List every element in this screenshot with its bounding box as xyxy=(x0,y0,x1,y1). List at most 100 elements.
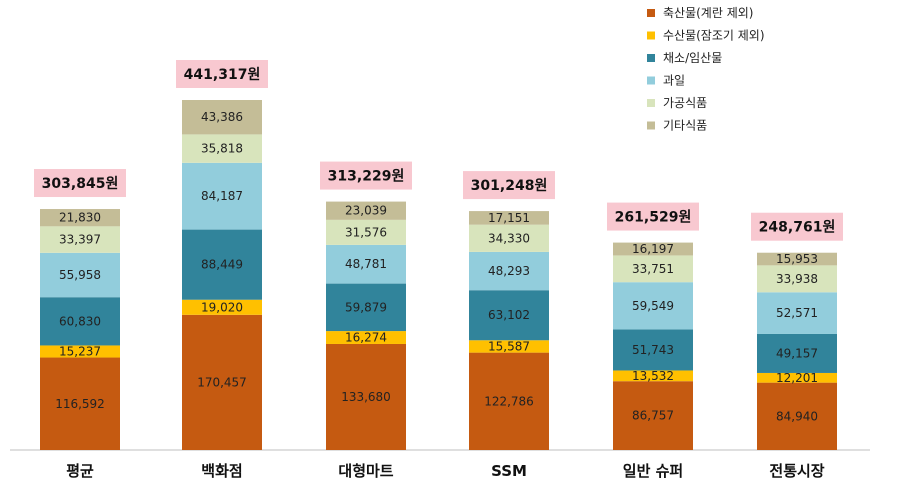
bar-segment-4-3 xyxy=(326,244,406,284)
value-label-6-5: 16,197 xyxy=(632,242,674,256)
value-label-3-2: 88,449 xyxy=(201,258,243,272)
legend-label-6: 기타식품 xyxy=(663,119,707,133)
bar-segment-2-3 xyxy=(326,331,406,344)
value-label-6-1: 21,830 xyxy=(59,211,101,225)
bar-segment-2-1 xyxy=(40,345,120,358)
value-label-4-4: 48,293 xyxy=(488,264,530,278)
total-label-6: 248,761원 xyxy=(759,220,836,236)
bar-segment-3-5 xyxy=(613,329,693,371)
legend-swatch-6 xyxy=(647,121,655,130)
bar-segment-2-2 xyxy=(182,299,262,315)
bar-segment-5-4 xyxy=(469,224,549,252)
bar-segment-5-5 xyxy=(613,255,693,283)
total-label-box-5 xyxy=(607,202,699,231)
bar-segment-2-5 xyxy=(613,370,693,382)
legend-label-4: 과일 xyxy=(663,74,685,88)
value-label-5-4: 34,330 xyxy=(488,231,530,245)
value-label-6-2: 43,386 xyxy=(201,110,243,124)
value-label-2-6: 12,201 xyxy=(776,371,818,385)
bar-segment-1-4 xyxy=(469,352,549,450)
legend-swatch-5 xyxy=(647,99,655,107)
bar-segment-1-2 xyxy=(182,314,262,450)
value-label-3-4: 63,102 xyxy=(488,308,530,322)
total-label-3: 313,229원 xyxy=(328,169,405,185)
value-label-1-3: 133,680 xyxy=(341,390,391,404)
bar-segment-2-6 xyxy=(757,372,837,383)
legend-swatch-3 xyxy=(647,54,655,62)
total-label-box-6 xyxy=(751,212,843,241)
bar-segment-6-6 xyxy=(757,252,837,266)
bar-segment-5-1 xyxy=(40,226,120,253)
bar-segment-6-5 xyxy=(613,242,693,256)
bar-segment-6-1 xyxy=(40,209,120,227)
total-label-box-2 xyxy=(176,60,268,88)
value-label-3-6: 49,157 xyxy=(776,346,818,360)
bar-segment-5-6 xyxy=(757,265,837,293)
legend-label-2: 수산물(잠조기 제외) xyxy=(663,29,765,43)
value-label-5-1: 33,397 xyxy=(59,233,101,247)
bar-segment-4-1 xyxy=(40,252,120,298)
value-label-6-3: 23,039 xyxy=(345,204,387,218)
value-label-1-4: 122,786 xyxy=(484,394,534,408)
bar-segment-1-5 xyxy=(613,381,693,450)
legend-swatch-1 xyxy=(647,9,655,17)
bar-segment-3-3 xyxy=(326,283,406,332)
category-label-3: 대형마트 xyxy=(338,462,393,480)
total-label-box-4 xyxy=(463,171,555,200)
category-label-1: 평균 xyxy=(66,462,94,480)
bar-segment-3-1 xyxy=(40,297,120,346)
bar-segment-4-6 xyxy=(757,292,837,334)
value-label-4-1: 55,958 xyxy=(59,268,101,282)
value-label-2-4: 15,587 xyxy=(488,339,530,353)
bar-segment-1-6 xyxy=(757,382,837,450)
category-label-2: 백화점 xyxy=(201,462,242,480)
value-label-6-4: 17,151 xyxy=(488,211,530,225)
bar-segment-3-6 xyxy=(757,333,837,373)
legend-label-3: 채소/임산물 xyxy=(663,51,722,65)
value-label-4-5: 59,549 xyxy=(632,299,674,313)
legend-swatch-4 xyxy=(647,76,655,85)
total-label-2: 441,317원 xyxy=(184,67,261,83)
bar-segment-6-3 xyxy=(326,201,406,220)
total-label-box-1 xyxy=(34,169,126,198)
bar-segment-6-4 xyxy=(469,211,549,225)
value-label-1-2: 170,457 xyxy=(197,375,247,389)
bar-segment-3-4 xyxy=(469,290,549,341)
bar-segment-4-5 xyxy=(613,282,693,330)
total-label-box-3 xyxy=(320,161,412,190)
total-label-5: 261,529원 xyxy=(615,210,692,226)
category-label-6: 전통시장 xyxy=(769,462,824,480)
value-label-4-3: 48,781 xyxy=(345,257,387,271)
value-label-4-2: 84,187 xyxy=(201,189,243,203)
bar-segment-1-1 xyxy=(40,357,120,450)
category-label-4: SSM xyxy=(491,462,527,480)
value-label-3-3: 59,879 xyxy=(345,300,387,314)
value-label-5-3: 31,576 xyxy=(345,225,387,239)
value-label-3-1: 60,830 xyxy=(59,314,101,328)
value-label-5-5: 33,751 xyxy=(632,262,674,276)
legend-label-1: 축산물(계란 제외) xyxy=(663,6,753,20)
bar-segment-1-3 xyxy=(326,343,406,450)
value-label-5-6: 33,938 xyxy=(776,272,818,286)
bar-segment-4-2 xyxy=(182,162,262,230)
legend-swatch-2 xyxy=(647,31,655,40)
bar-segment-6-2 xyxy=(182,100,262,135)
value-label-1-5: 86,757 xyxy=(632,409,674,423)
total-label-1: 303,845원 xyxy=(42,176,119,192)
value-label-1-1: 116,592 xyxy=(55,397,105,411)
category-label-5: 일반 슈퍼 xyxy=(623,462,683,480)
total-label-4: 301,248원 xyxy=(471,178,548,194)
value-label-4-6: 52,571 xyxy=(776,306,818,320)
value-label-6-6: 15,953 xyxy=(776,252,818,266)
value-label-1-6: 84,940 xyxy=(776,409,818,423)
value-label-2-3: 16,274 xyxy=(345,331,387,345)
bar-segment-4-4 xyxy=(469,251,549,291)
legend-label-5: 가공식품 xyxy=(663,96,707,110)
bar-segment-5-2 xyxy=(182,134,262,163)
bar-segment-2-4 xyxy=(469,340,549,353)
value-label-2-5: 13,532 xyxy=(632,369,674,383)
value-label-2-1: 15,237 xyxy=(59,344,101,358)
bar-segment-5-3 xyxy=(326,219,406,245)
